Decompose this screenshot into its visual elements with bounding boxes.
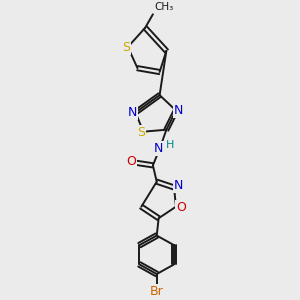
Text: Br: Br	[150, 285, 164, 298]
Text: CH₃: CH₃	[155, 2, 174, 12]
Text: H: H	[167, 140, 175, 150]
Text: O: O	[176, 201, 186, 214]
Text: S: S	[122, 40, 130, 53]
Text: N: N	[154, 142, 163, 155]
Text: N: N	[174, 179, 184, 192]
Text: S: S	[137, 126, 145, 139]
Text: O: O	[126, 155, 136, 168]
Text: N: N	[174, 104, 184, 117]
Text: N: N	[128, 106, 137, 119]
